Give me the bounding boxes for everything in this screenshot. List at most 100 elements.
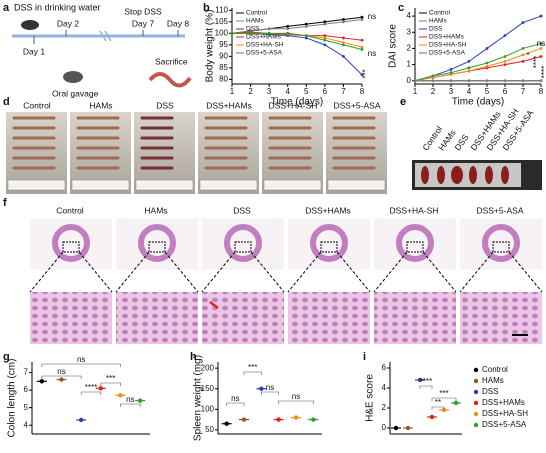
point [467, 66, 471, 70]
mean-point [293, 415, 299, 420]
point [323, 43, 327, 47]
point [249, 31, 252, 35]
point [485, 79, 489, 83]
point [360, 38, 364, 42]
zoom [336, 251, 371, 293]
point [449, 68, 453, 71]
point [342, 36, 345, 40]
y-axis-title: Spleen weight (mg) [193, 355, 204, 441]
y-tick-label: 4 [24, 420, 29, 429]
mouse-icon [63, 71, 83, 83]
break [99, 30, 107, 42]
y-tick-label: 85 [219, 63, 228, 72]
x-tick-label: 6 [323, 87, 328, 96]
legend-label: DSS+HA-SH [482, 409, 528, 418]
legend-label: DSS+HA-SH [246, 42, 284, 49]
series-line [232, 32, 363, 50]
annotation: *** [248, 363, 257, 372]
point [413, 79, 417, 83]
y-axis-title: Colon length (cm) [7, 359, 18, 438]
legend-label: HAMs [246, 18, 264, 25]
x-tick-label: 2 [431, 87, 436, 96]
x-tick-label: 8 [360, 87, 365, 96]
legend-label: Control [246, 10, 268, 17]
y-tick-label: 2 [382, 403, 387, 412]
y-tick-label: 80 [219, 75, 228, 84]
bracket [100, 382, 121, 386]
point [485, 47, 489, 50]
annotation: ns [126, 395, 134, 404]
x-axis-title: Time (days) [271, 97, 323, 108]
panel-label: b [203, 2, 210, 14]
annotation: **** [532, 56, 541, 68]
point [539, 79, 543, 83]
annotation: ns [368, 49, 376, 58]
x-tick-label: 7 [521, 87, 526, 96]
zoom [115, 251, 150, 293]
series-line [231, 31, 363, 41]
zoom [422, 251, 457, 293]
ruler [263, 179, 322, 191]
legend-label: DSS [246, 26, 260, 33]
inset-box [62, 241, 80, 253]
point [521, 47, 525, 50]
zoom [459, 251, 494, 293]
bracket [431, 397, 457, 401]
zoom [287, 251, 322, 293]
annotation: *** [106, 374, 115, 383]
point [342, 54, 345, 58]
legend-swatch [473, 422, 479, 428]
bracket [120, 403, 141, 407]
zoom [250, 251, 285, 293]
legend-label: HAMs [429, 18, 447, 25]
group-label: DSS [156, 100, 174, 110]
micrograph [288, 292, 370, 344]
mean-point [39, 379, 45, 384]
legend-label: DSS+HA-SH [429, 42, 467, 49]
point [323, 34, 327, 38]
spleen [469, 166, 477, 184]
bracket [243, 371, 262, 375]
y-tick-label: 3 [407, 27, 412, 36]
point [503, 34, 507, 37]
section [138, 224, 176, 262]
bracket [261, 391, 279, 395]
inset-box [492, 241, 510, 253]
micrograph [460, 292, 542, 344]
annotation: ns [368, 12, 376, 21]
y-tick-label: 2 [407, 44, 412, 53]
y-tick-label: 90 [219, 51, 228, 60]
day-label: Day 1 [23, 46, 45, 56]
section [224, 224, 262, 262]
point [485, 61, 489, 65]
x-tick-label: 3 [267, 87, 272, 96]
mean-point [276, 417, 281, 422]
panel-label: i [363, 351, 366, 363]
y-tick-label: 110 [215, 5, 228, 14]
x-axis-title: Time (days) [452, 97, 504, 108]
point [342, 18, 345, 21]
schematic-title: DSS in drinking water [14, 2, 101, 12]
point [304, 36, 308, 40]
annotation: ns [77, 355, 85, 364]
legend-label: DSS+HAMs [482, 398, 525, 407]
zoom [29, 251, 64, 293]
section [310, 224, 348, 262]
point [467, 59, 471, 63]
bracket [41, 363, 121, 367]
legend-label: DSS+HAMs [246, 34, 282, 41]
x-tick-label: 1 [230, 87, 235, 96]
y-tick-label: 0 [382, 423, 387, 432]
point [286, 27, 290, 31]
mean-point [118, 393, 123, 398]
point [467, 79, 471, 83]
mean-point [224, 421, 229, 426]
mean-point [241, 417, 247, 422]
mean-point [453, 400, 459, 406]
x-tick-label: 4 [285, 87, 290, 96]
legend-label: DSS+5-ASA [429, 50, 466, 57]
annotation: *** [361, 69, 370, 78]
point [286, 25, 290, 28]
mean-point [59, 377, 64, 382]
